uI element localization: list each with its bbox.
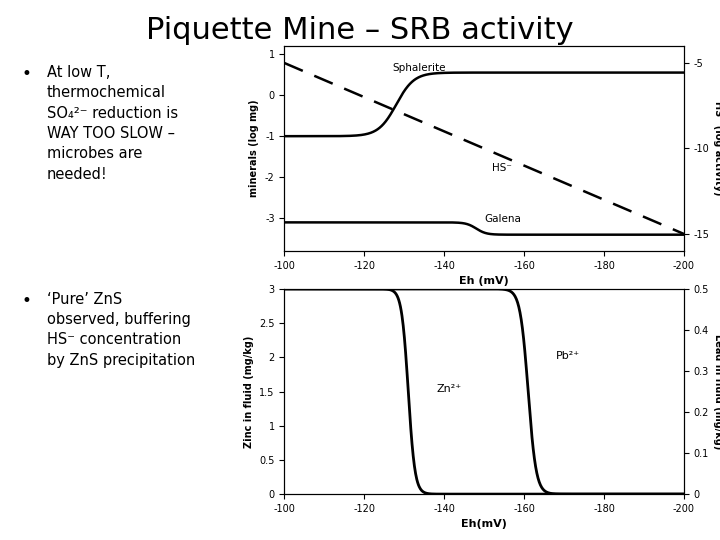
Y-axis label: Zinc in fluid (mg/kg): Zinc in fluid (mg/kg) [243,335,253,448]
Text: Piquette Mine – SRB activity: Piquette Mine – SRB activity [146,16,574,45]
X-axis label: Eh (mV): Eh (mV) [459,276,509,286]
Text: ‘Pure’ ZnS
observed, buffering
HS⁻ concentration
by ZnS precipitation: ‘Pure’ ZnS observed, buffering HS⁻ conce… [47,292,195,368]
Text: Pb²⁺: Pb²⁺ [556,350,580,361]
Y-axis label: HS⁻ (log activity): HS⁻ (log activity) [714,102,720,195]
X-axis label: Eh(mV): Eh(mV) [462,519,507,529]
Text: Zn²⁺: Zn²⁺ [436,383,462,394]
Text: At low T,
thermochemical
SO₄²⁻ reduction is
WAY TOO SLOW –
microbes are
needed!: At low T, thermochemical SO₄²⁻ reduction… [47,65,178,182]
Text: Sphalerite: Sphalerite [392,63,446,72]
Text: Galena: Galena [485,214,521,225]
Y-axis label: minerals (log mg): minerals (log mg) [249,100,259,197]
Text: •: • [22,292,32,309]
Text: •: • [22,65,32,83]
Text: HS⁻: HS⁻ [492,163,512,173]
Y-axis label: Lead in fluid (mg/kg): Lead in fluid (mg/kg) [713,334,720,449]
